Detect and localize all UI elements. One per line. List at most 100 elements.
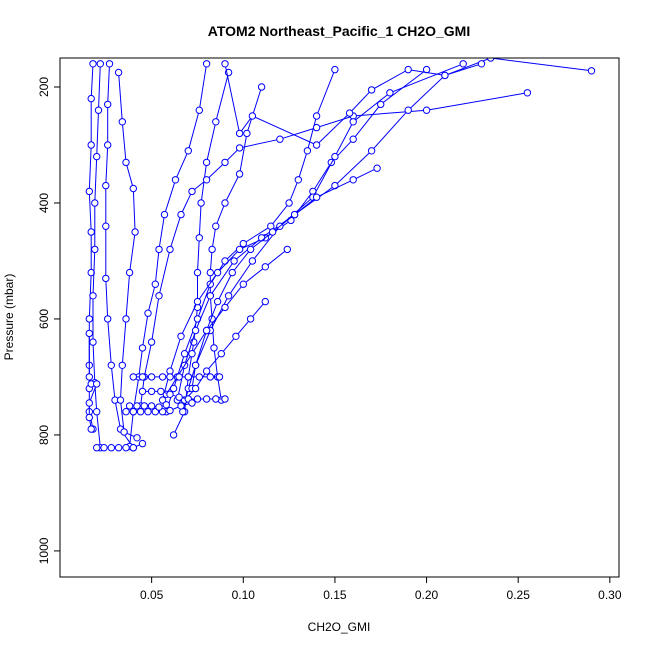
data-point [193,297,202,306]
data-point [157,387,165,396]
data-point [441,71,449,80]
data-point [144,309,152,317]
data-point [100,444,108,452]
data-point [107,361,116,369]
data-point [175,373,183,381]
data-point [114,68,123,77]
series-22 [221,60,486,149]
series-2 [89,60,105,452]
data-point [367,86,376,94]
data-point [89,292,97,300]
data-point [283,245,291,254]
data-point [85,329,94,338]
data-point [158,373,167,381]
data-point [129,444,138,452]
data-point [129,184,138,193]
data-point [177,402,185,410]
data-point [85,413,94,422]
data-point [202,395,211,403]
series-8 [162,65,339,416]
data-point [257,234,266,242]
data-point [118,361,127,369]
data-point [131,228,139,236]
data-point [202,60,211,68]
data-point [459,60,467,68]
data-point [85,373,94,381]
series-line [176,58,592,401]
series-4 [114,68,141,442]
series-line [182,63,464,412]
data-point [477,60,486,68]
series-11 [173,58,596,404]
data-point [133,434,141,442]
data-point [386,89,394,97]
data-point [87,425,95,433]
data-point [404,65,412,74]
data-point [193,395,202,403]
data-point [206,292,215,300]
data-point [129,408,138,416]
data-point [221,60,229,68]
data-point [89,338,97,346]
data-point [331,152,339,161]
data-point [208,245,216,254]
series-16 [129,373,224,381]
data-point [235,170,244,178]
data-point [102,274,110,283]
data-point [202,367,211,375]
series-19 [125,401,171,411]
data-point [188,187,196,196]
data-point [268,228,277,236]
data-point [144,408,152,416]
data-point [221,199,229,207]
data-point [122,444,130,452]
data-point [202,176,211,184]
data-point [155,403,163,411]
series-7 [206,83,266,404]
data-point [166,406,174,415]
data-point [312,193,321,201]
data-point [349,176,357,184]
data-point [87,94,95,103]
data-point [404,106,412,114]
data-point [160,210,169,219]
data-point [213,297,222,306]
data-point [213,268,222,277]
data-point [102,222,110,230]
plot-content [85,58,596,452]
data-point [155,245,163,254]
series-10 [136,89,532,410]
data-point [312,112,321,120]
data-point [91,245,99,254]
data-point [191,384,200,393]
data-point [206,268,215,277]
data-point [312,141,321,149]
data-point [230,257,238,265]
data-point [166,245,174,254]
data-point [487,58,495,62]
data-point [587,67,596,75]
data-point [171,176,180,184]
data-point [221,395,229,403]
data-point [122,158,130,167]
data-point [235,245,244,254]
data-point [140,402,149,410]
x-tick-label: 0.05 [140,588,164,602]
data-point [138,439,147,448]
data-point [166,390,174,398]
data-point [188,350,196,358]
data-point [122,408,130,416]
data-point [107,444,116,452]
data-point [184,147,193,155]
data-point [116,396,125,404]
data-point [422,106,431,114]
data-point [184,373,193,381]
data-point [133,402,141,410]
data-point [136,408,145,416]
x-tick-label: 0.15 [323,588,347,602]
data-point [276,135,284,143]
data-point [125,268,134,277]
data-point [210,344,218,352]
data-point [125,402,134,410]
data-point [114,444,123,452]
